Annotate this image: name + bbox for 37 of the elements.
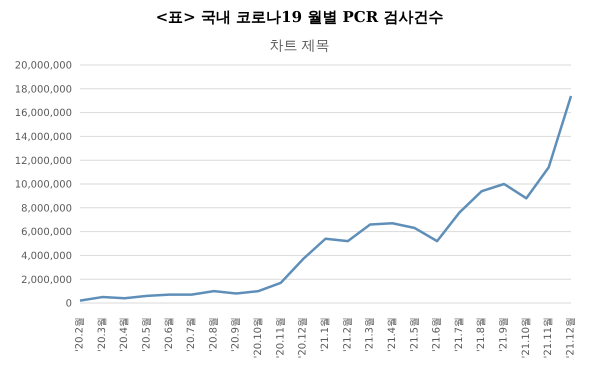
chart-title: <표> 국내 코로나19 월별 PCR 검사건수 xyxy=(154,8,444,27)
x-tick-label: '21.11월 xyxy=(543,317,554,358)
chart-subtitle: 차트 제목 xyxy=(268,37,331,55)
x-tick-label: '21.8월 xyxy=(476,317,488,352)
x-tick-label: '20.10월 xyxy=(253,317,264,358)
y-tick-label: 10,000,000 xyxy=(14,180,72,191)
x-tick-label: '21.9월 xyxy=(498,317,510,352)
x-tick-label: '21.12월 xyxy=(566,317,576,358)
line-series xyxy=(78,94,572,302)
x-tick-label: '20.5월 xyxy=(141,317,152,352)
y-tick-label: 20,000,000 xyxy=(14,60,72,72)
y-tick-label: 8,000,000 xyxy=(21,203,72,214)
y-tick-label: 2,000,000 xyxy=(21,274,72,286)
y-tick-label: 12,000,000 xyxy=(14,156,72,167)
x-tick-label: '20.8월 xyxy=(208,317,220,352)
x-tick-label: '21.7월 xyxy=(454,317,465,352)
x-tick-label: '20.12월 xyxy=(298,317,309,358)
y-tick-label: 16,000,000 xyxy=(14,108,72,120)
y-tick-label: 0 xyxy=(66,298,72,310)
x-tick-label: '20.4월 xyxy=(119,317,130,352)
x-tick-label: '20.9월 xyxy=(230,317,242,352)
y-tick-label: 14,000,000 xyxy=(14,132,72,143)
x-tick-label: '21.3월 xyxy=(364,317,376,352)
y-tick-label: 6,000,000 xyxy=(21,227,72,238)
x-tick-label: '20.7월 xyxy=(186,317,198,352)
y-tick-label: 18,000,000 xyxy=(14,84,72,96)
x-tick-label: '20.2월 xyxy=(74,317,86,352)
x-tick-label: '21.2월 xyxy=(342,317,354,352)
x-tick-label: '20.6월 xyxy=(164,317,175,352)
x-tick-label: '21.1월 xyxy=(320,317,331,352)
x-tick-label: '20.11월 xyxy=(275,317,286,358)
x-tick-label: '21.5월 xyxy=(409,317,420,352)
x-tick-label: '20.3월 xyxy=(96,317,108,352)
x-tick-label: '21.4월 xyxy=(386,317,398,352)
x-tick-label: '21.6월 xyxy=(432,317,443,352)
x-tick-label: '21.10월 xyxy=(520,317,532,358)
y-tick-label: 4,000,000 xyxy=(21,250,72,262)
